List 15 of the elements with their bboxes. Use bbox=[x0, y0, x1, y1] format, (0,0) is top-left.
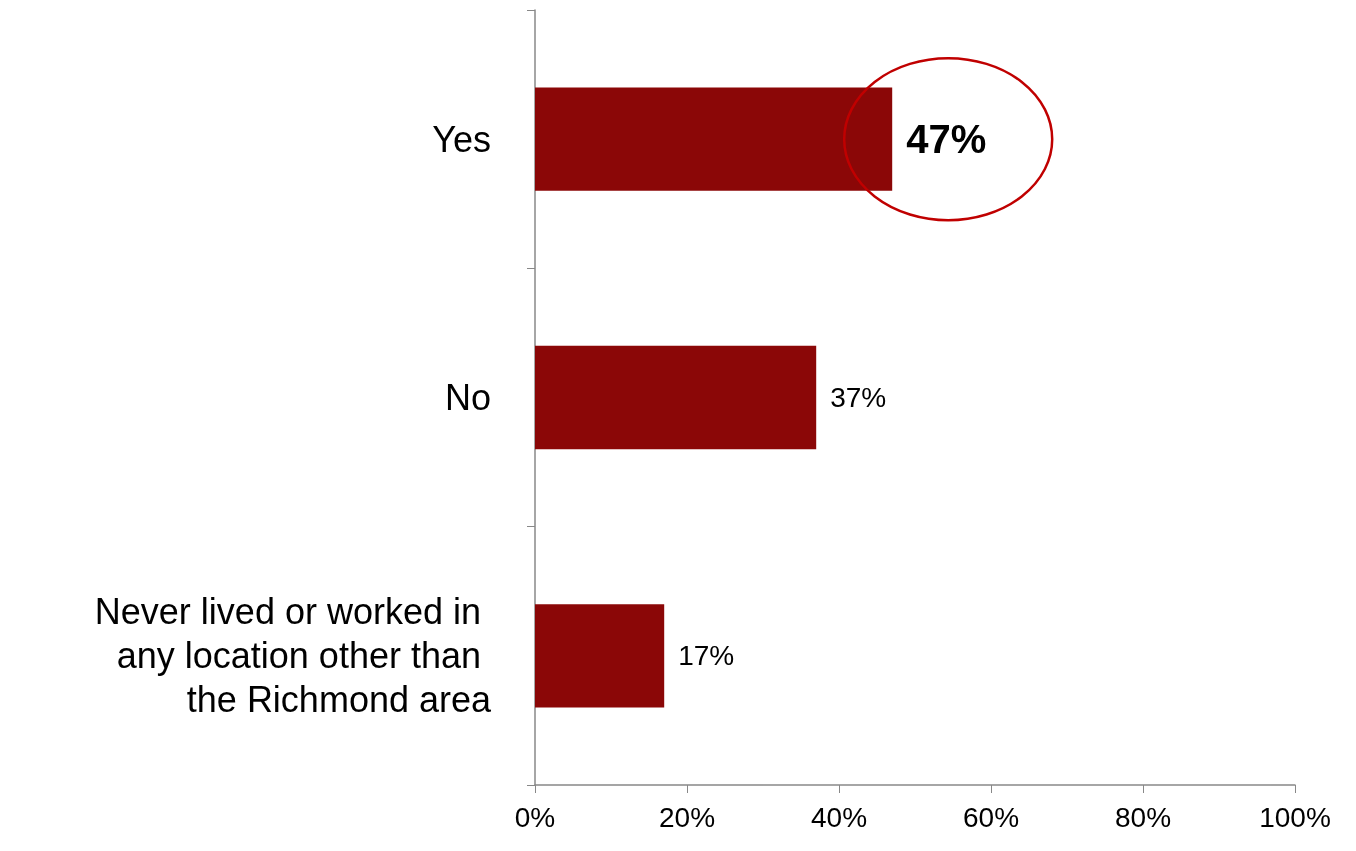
x-tick-label: 60% bbox=[962, 801, 1020, 833]
bar bbox=[535, 604, 665, 708]
data-label: 17% bbox=[678, 640, 735, 672]
x-tick-label: 0% bbox=[514, 801, 556, 833]
x-tick-label: 80% bbox=[1114, 801, 1172, 833]
y-tick-label: No bbox=[444, 377, 491, 418]
bar bbox=[535, 345, 817, 450]
x-tick-label: 100% bbox=[1259, 801, 1331, 833]
x-tick-label: 20% bbox=[658, 801, 716, 833]
y-tick-label: Yes bbox=[432, 118, 491, 160]
y-tick-label: Never lived or worked in any location other than the Richmond area bbox=[94, 591, 492, 721]
x-tick-label: 40% bbox=[810, 801, 868, 833]
data-label: 47% bbox=[906, 117, 987, 162]
data-label: 37% bbox=[830, 382, 887, 413]
bar bbox=[535, 87, 893, 191]
